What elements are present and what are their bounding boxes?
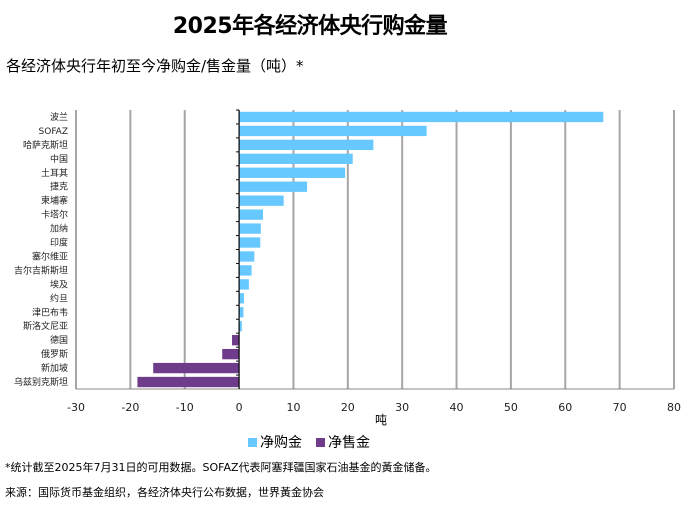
category-label: 卡塔尔 xyxy=(41,209,68,221)
category-label: 加纳 xyxy=(50,223,68,235)
category-label: 乌兹别克斯坦 xyxy=(14,376,68,388)
category-label: 约旦 xyxy=(50,292,68,304)
bar-4 xyxy=(239,153,353,164)
category-label: 埃及 xyxy=(50,278,68,290)
category-label: 柬埔寨 xyxy=(41,195,68,207)
category-label: 俄罗斯 xyxy=(41,348,68,360)
x-tick-label: 20 xyxy=(341,401,355,414)
category-label: 斯洛文尼亚 xyxy=(23,320,68,332)
category-label: 波兰 xyxy=(50,111,68,123)
x-tick-label: 0 xyxy=(236,401,243,414)
bar-9 xyxy=(239,223,261,234)
category-label: 印度 xyxy=(50,237,68,249)
bar-8 xyxy=(239,209,264,220)
category-label: 捷克 xyxy=(50,181,68,193)
x-tick-label: 40 xyxy=(450,401,464,414)
bar-5 xyxy=(239,167,346,178)
bar-6 xyxy=(239,181,308,192)
category-labels: 波兰 SOFAZ 哈萨克斯坦中国土耳其捷克柬埔寨卡塔尔加纳印度塞尔维亚吉尔吉斯斯坦埃… xyxy=(14,111,68,388)
bar-7 xyxy=(239,195,284,206)
bar-11 xyxy=(239,251,255,262)
x-tick-label: 60 xyxy=(558,401,572,414)
bar-1 xyxy=(239,111,604,123)
bar-13 xyxy=(239,279,249,290)
bar-14 xyxy=(239,293,244,304)
category-label: SOFAZ xyxy=(39,127,68,137)
bar-16 xyxy=(239,321,242,332)
gridlines xyxy=(75,110,675,389)
legend-swatch-sell xyxy=(316,437,325,447)
bar-2 xyxy=(239,125,427,137)
bar-12 xyxy=(239,265,252,276)
bar-20 xyxy=(137,376,240,388)
bar-17 xyxy=(232,335,240,346)
legend-item-buy: 净购金 xyxy=(248,432,302,452)
category-label: 新加坡 xyxy=(41,362,68,374)
category-label: 德国 xyxy=(50,334,68,346)
x-tick-label: 70 xyxy=(613,401,627,414)
footnote: *统计截至2025年7月31日的可用数据。SOFAZ代表阿塞拜疆国家石油基金的黃… xyxy=(5,461,437,474)
legend: 净购金 净售金 xyxy=(248,432,370,452)
category-label: 土耳其 xyxy=(41,167,68,179)
x-tick-label: -20 xyxy=(121,401,139,414)
x-tick-label: 30 xyxy=(395,401,409,414)
category-label: 中国 xyxy=(50,153,68,165)
x-axis-label: 吨 xyxy=(375,413,387,427)
category-label: 哈萨克斯坦 xyxy=(23,139,68,151)
source-note: 来源：国际货币基金组织，各经济体央行公布数据，世界黃金协会 xyxy=(5,486,324,499)
chart-subtitle: 各经济体央行年初至今净购金/售金量（吨）* xyxy=(6,57,304,75)
category-label: 吉尔吉斯斯坦 xyxy=(14,264,68,276)
axes xyxy=(76,109,674,390)
bar-19 xyxy=(153,362,240,374)
chart-title: 2025年各经济体央行购金量 xyxy=(172,14,448,39)
legend-label-sell: 净售金 xyxy=(328,435,370,451)
x-tick-label: 80 xyxy=(667,401,681,414)
x-tick-label: 50 xyxy=(504,401,518,414)
bar-10 xyxy=(239,237,261,248)
bar-chart: 波兰 SOFAZ 哈萨克斯坦中国土耳其捷克柬埔寨卡塔尔加纳印度塞尔维亚吉尔吉斯斯坦埃… xyxy=(14,109,681,427)
tick-labels: -30 -20 -10 0 10 20 30 40 50 60 70 80 xyxy=(67,401,681,414)
legend-item-sell: 净售金 xyxy=(316,432,370,452)
x-tick-label: 10 xyxy=(286,401,300,414)
bars xyxy=(137,111,604,388)
category-label: 津巴布韦 xyxy=(32,306,68,318)
x-tick-label: -10 xyxy=(176,401,194,414)
legend-label-buy: 净购金 xyxy=(260,435,302,451)
bar-3 xyxy=(239,139,374,151)
legend-swatch-buy xyxy=(248,437,257,447)
category-label: 塞尔维亚 xyxy=(32,250,68,262)
x-tick-label: -30 xyxy=(67,401,85,414)
bar-15 xyxy=(239,307,244,318)
bar-18 xyxy=(222,348,240,360)
